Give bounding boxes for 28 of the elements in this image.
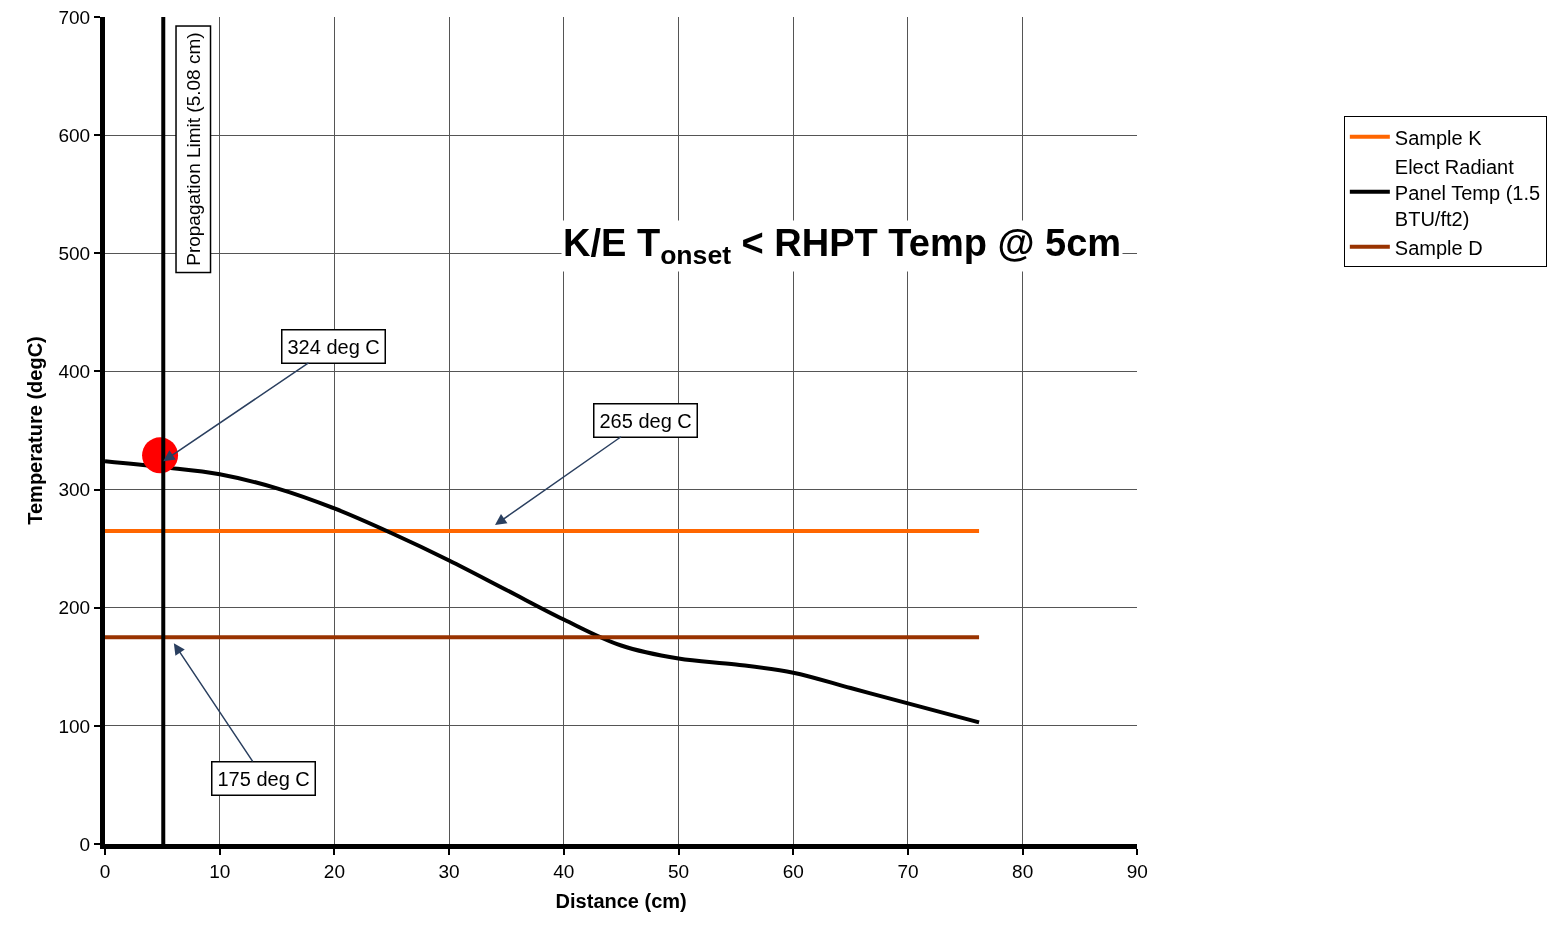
y-tick-label: 100 [58, 715, 91, 737]
x-tick-label: 10 [209, 860, 231, 882]
annotation: 175 deg C [217, 767, 310, 790]
x-tick-label: 80 [1012, 860, 1034, 882]
annotation: 265 deg C [599, 409, 692, 432]
y-tick-label: 500 [58, 242, 91, 264]
legend-label: Elect Radiant Panel Temp (1.5 BTU/ft2) [1394, 155, 1541, 230]
x-tick-label: 20 [323, 860, 345, 882]
y-tick-label: 0 [79, 833, 91, 855]
legend-label: Sample K [1394, 126, 1483, 149]
y-tick-label: 600 [58, 124, 91, 146]
y-tick-label: 200 [58, 597, 91, 619]
y-tick-label: 400 [58, 361, 91, 383]
x-tick-label: 50 [667, 860, 690, 882]
x-tick-label: 30 [438, 860, 460, 882]
annotation: 324 deg C [287, 335, 380, 358]
x-tick-label: 60 [782, 860, 804, 882]
x-tick-label: 0 [99, 860, 111, 882]
text: K/E T$_{onset}$ < RHPT Temp @ 5cm [563, 222, 1122, 270]
x-tick-label: 70 [897, 860, 919, 882]
x-tick-label: 40 [553, 860, 575, 882]
y-tick-label: 700 [58, 6, 91, 28]
y-tick-label: 300 [58, 479, 91, 501]
x-tick-label: 90 [1126, 860, 1148, 882]
x-axis-title: Distance (cm) [555, 890, 687, 913]
ref-line-label: Propagation Limit (5.08 cm) [182, 32, 204, 266]
legend-label: Sample D [1394, 236, 1483, 259]
y-axis-title: Temperature (degC) [24, 336, 46, 525]
